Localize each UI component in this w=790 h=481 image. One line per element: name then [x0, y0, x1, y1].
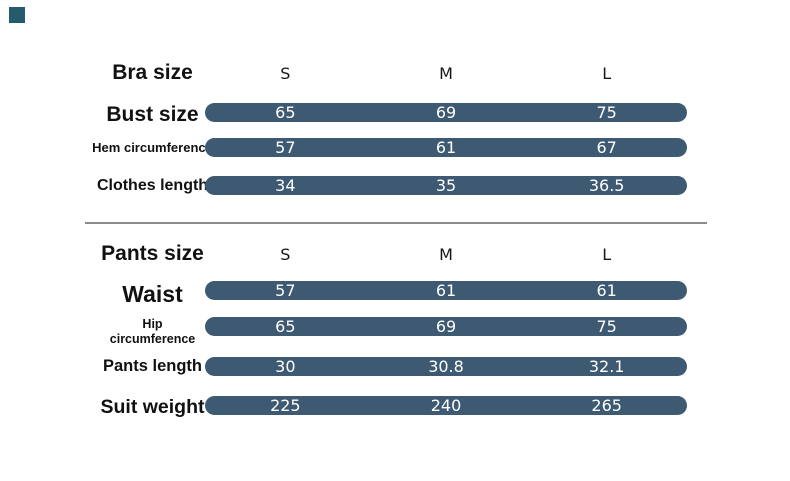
size-bar: 225 240 265 — [205, 396, 687, 415]
table-row-pants-length: Pants length 30 30.8 32.1 — [0, 357, 687, 376]
row-label: Suit weight — [100, 396, 205, 418]
size-bar: 30 30.8 32.1 — [205, 357, 687, 376]
column-header-l: L — [602, 244, 612, 264]
column-header-s: S — [280, 244, 291, 264]
pants-size-header-row: Pants size S M L — [0, 242, 687, 266]
bar-value-l: 36.5 — [588, 176, 625, 195]
section-title-cell: Pants size — [0, 242, 205, 266]
bar-value-l: 67 — [596, 138, 617, 157]
size-bar: 57 61 67 — [205, 138, 687, 157]
bar-value-s: 57 — [275, 138, 296, 157]
bar-value-l: 75 — [596, 103, 617, 122]
size-bar: 57 61 61 — [205, 281, 687, 300]
table-row-clothes-length: Clothes length 34 35 36.5 — [0, 176, 687, 195]
corner-square-icon — [9, 7, 25, 23]
column-header-s: S — [280, 63, 291, 83]
bra-size-header-row: Bra size S M L — [0, 61, 687, 85]
bar-value-m: 61 — [435, 138, 457, 157]
section-title-bra: Bra size — [112, 61, 193, 84]
bar-value-m: 69 — [435, 103, 457, 122]
bar-value-l: 61 — [596, 281, 617, 300]
row-label-cell: Suit weight — [0, 396, 205, 419]
column-header-l: L — [602, 63, 612, 83]
table-row-hip-circumference: Hip circumference 65 69 75 — [0, 317, 687, 347]
bar-value-s: 65 — [275, 103, 296, 122]
bar-value-s: 34 — [275, 176, 296, 195]
row-label: Hip circumference — [109, 317, 196, 346]
bar-value-s: 57 — [275, 281, 296, 300]
bar-value-m: 61 — [435, 281, 457, 300]
row-label-cell: Hem circumference — [0, 138, 213, 157]
row-label: Clothes length — [96, 176, 209, 194]
bar-value-s: 225 — [270, 396, 301, 415]
size-bar: 34 35 36.5 — [205, 176, 687, 195]
bar-value-m: 69 — [435, 317, 457, 336]
row-label-cell: Bust size — [0, 103, 205, 127]
size-bar: 65 69 75 — [205, 317, 687, 336]
table-row-bust-size: Bust size 65 69 75 — [0, 103, 687, 127]
row-label-cell: Hip circumference — [0, 317, 205, 347]
row-label: Waist — [122, 281, 183, 307]
column-headers: S M L — [205, 242, 687, 266]
section-title-pants: Pants size — [101, 242, 204, 265]
bar-value-l: 265 — [591, 396, 622, 415]
row-label: Pants length — [102, 357, 202, 375]
table-row-hem-circumference: Hem circumference 57 61 67 — [0, 138, 687, 157]
table-row-suit-weight: Suit weight 225 240 265 — [0, 396, 687, 419]
size-bar: 65 69 75 — [205, 103, 687, 122]
column-headers: S M L — [205, 61, 687, 85]
row-label-cell: Waist — [0, 281, 205, 308]
bar-value-l: 75 — [596, 317, 617, 336]
row-label: Bust size — [106, 103, 199, 126]
bar-value-s: 65 — [275, 317, 296, 336]
bar-value-m: 240 — [430, 396, 462, 415]
bar-value-s: 30 — [275, 357, 296, 376]
column-header-m: M — [439, 63, 453, 83]
section-divider — [85, 222, 707, 224]
row-label: Hem circumference — [92, 140, 213, 155]
row-label-cell: Clothes length — [0, 176, 209, 195]
bar-value-m: 35 — [435, 176, 457, 195]
bar-value-m: 30.8 — [428, 357, 464, 376]
table-row-waist: Waist 57 61 61 — [0, 281, 687, 308]
column-header-m: M — [439, 244, 453, 264]
bar-value-l: 32.1 — [588, 357, 625, 376]
section-title-cell: Bra size — [0, 61, 205, 85]
row-label-cell: Pants length — [0, 357, 205, 376]
